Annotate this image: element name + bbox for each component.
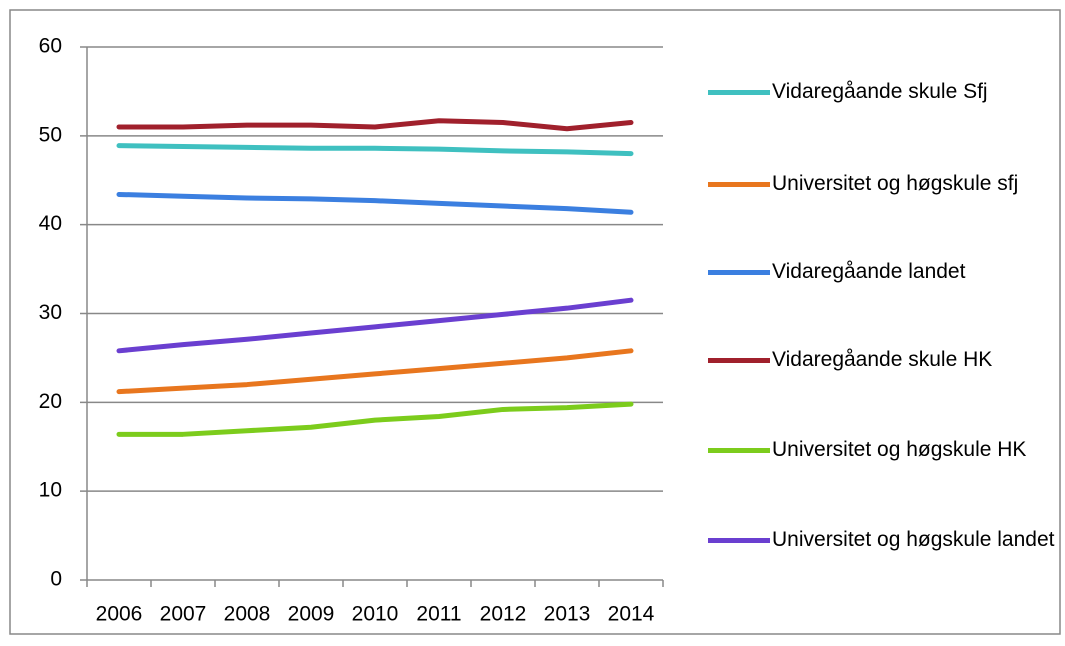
legend-swatch <box>708 448 770 453</box>
legend-label: Universitet og høgskule sfj <box>772 172 1019 195</box>
series-line <box>116 348 634 395</box>
y-tick-label: 60 <box>39 35 62 58</box>
legend-item: Universitet og høgskule sfj <box>708 168 1057 200</box>
x-tick-label: 2009 <box>288 603 335 626</box>
y-tick-label: 0 <box>50 568 62 591</box>
x-tick-label: 2006 <box>96 603 143 626</box>
legend-label: Universitet og høgskule HK <box>772 438 1027 461</box>
chart-border <box>9 9 1061 635</box>
series-line <box>116 118 634 132</box>
legend-label: Vidaregåande skule Sfj <box>772 80 988 103</box>
series-line <box>116 191 634 215</box>
x-tick-label: 2010 <box>352 603 399 626</box>
series-line <box>116 143 634 157</box>
legend-item: Vidaregåande landet <box>708 256 1057 288</box>
legend-item: Vidaregåande skule Sfj <box>708 76 1057 108</box>
legend-swatch <box>708 90 770 95</box>
y-tick-label: 50 <box>39 123 62 146</box>
y-tick-label: 20 <box>39 390 62 413</box>
legend-label: Vidaregåande landet <box>772 260 966 283</box>
legend-swatch <box>708 358 770 363</box>
legend-label: Vidaregåande skule HK <box>772 348 993 371</box>
y-tick-label: 10 <box>39 479 62 502</box>
legend-item: Vidaregåande skule HK <box>708 344 1057 376</box>
legend-swatch <box>708 182 770 187</box>
x-tick-label: 2008 <box>224 603 271 626</box>
x-tick-label: 2014 <box>608 603 655 626</box>
legend-item: Universitet og høgskule HK <box>708 434 1057 466</box>
legend-label: Universitet og høgskule landet <box>772 528 1055 551</box>
legend-item: Universitet og høgskule landet <box>708 524 1057 556</box>
series-line <box>116 401 634 437</box>
x-tick-label: 2012 <box>480 603 527 626</box>
series-line <box>116 297 634 354</box>
y-tick-label: 40 <box>39 212 62 235</box>
x-tick-label: 2011 <box>416 603 461 626</box>
y-tick-label: 30 <box>39 301 62 324</box>
legend-swatch <box>708 270 770 275</box>
x-tick-label: 2013 <box>544 603 591 626</box>
x-tick-label: 2007 <box>160 603 207 626</box>
legend-swatch <box>708 538 770 543</box>
